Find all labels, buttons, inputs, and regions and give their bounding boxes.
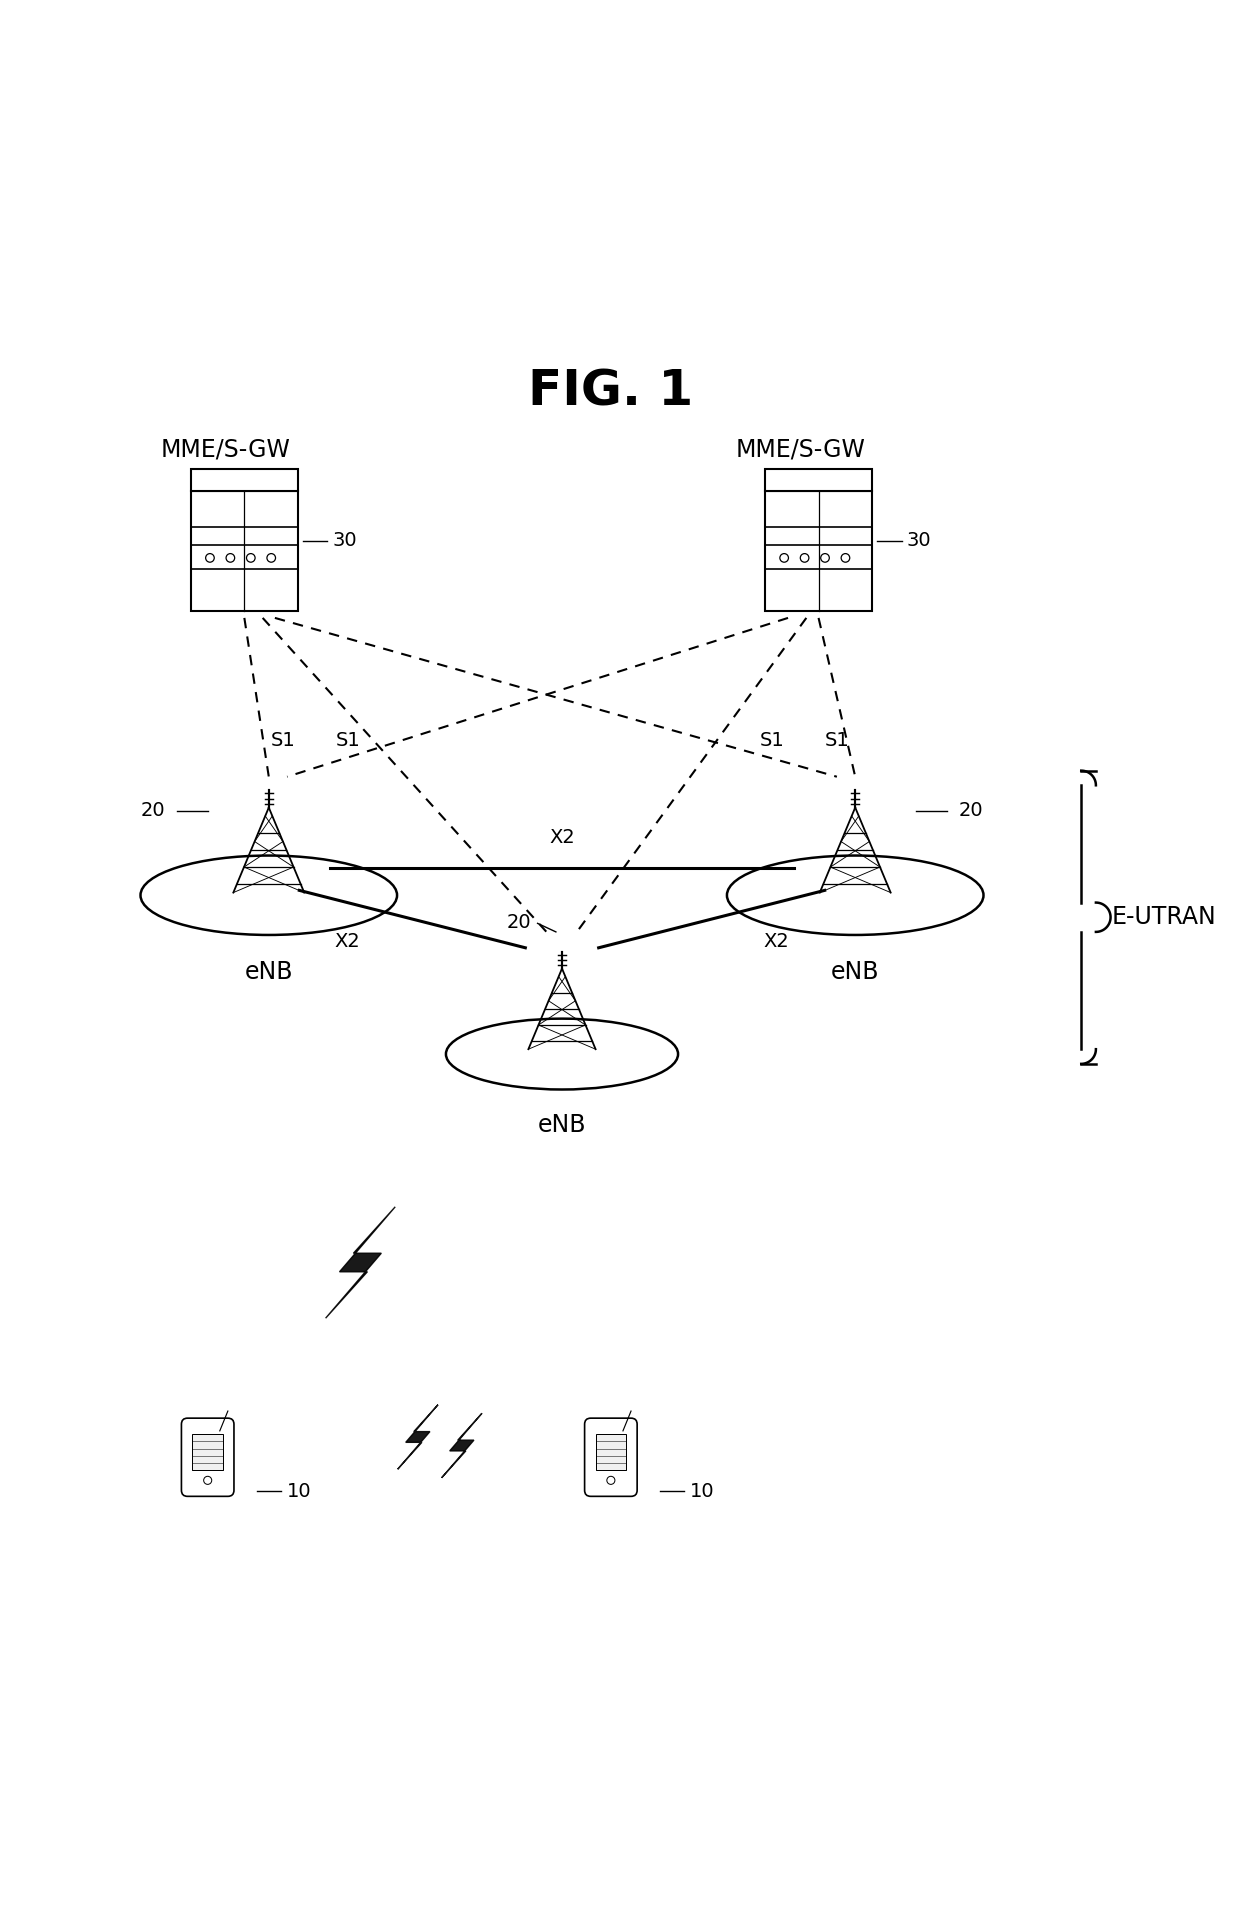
FancyBboxPatch shape xyxy=(765,468,872,492)
Text: X2: X2 xyxy=(549,828,575,847)
Text: S1: S1 xyxy=(760,732,785,749)
FancyBboxPatch shape xyxy=(192,1434,223,1471)
Text: eNB: eNB xyxy=(538,1114,587,1137)
FancyBboxPatch shape xyxy=(765,492,872,611)
Ellipse shape xyxy=(727,856,983,935)
Text: 10: 10 xyxy=(288,1482,311,1501)
Text: 30: 30 xyxy=(906,532,931,551)
Ellipse shape xyxy=(140,856,397,935)
Polygon shape xyxy=(326,1208,396,1319)
Text: X2: X2 xyxy=(335,933,361,950)
Text: 20: 20 xyxy=(507,912,532,931)
FancyBboxPatch shape xyxy=(584,1419,637,1496)
Polygon shape xyxy=(398,1405,438,1469)
Text: FIG. 1: FIG. 1 xyxy=(528,369,693,417)
Text: S1: S1 xyxy=(825,732,849,749)
Text: eNB: eNB xyxy=(244,960,293,985)
Text: S1: S1 xyxy=(272,732,296,749)
Text: eNB: eNB xyxy=(831,960,879,985)
Text: S1: S1 xyxy=(336,732,361,749)
Text: 20: 20 xyxy=(959,801,983,820)
Text: MME/S-GW: MME/S-GW xyxy=(735,438,866,461)
Text: 10: 10 xyxy=(691,1482,715,1501)
Text: 30: 30 xyxy=(332,532,357,551)
Text: X2: X2 xyxy=(764,933,790,950)
Text: E-UTRAN: E-UTRAN xyxy=(1112,904,1216,929)
FancyBboxPatch shape xyxy=(191,468,298,492)
FancyBboxPatch shape xyxy=(595,1434,626,1471)
Polygon shape xyxy=(441,1413,482,1478)
Text: 20: 20 xyxy=(140,801,165,820)
Text: MME/S-GW: MME/S-GW xyxy=(161,438,291,461)
FancyBboxPatch shape xyxy=(191,492,298,611)
Ellipse shape xyxy=(446,1020,678,1089)
FancyBboxPatch shape xyxy=(181,1419,234,1496)
